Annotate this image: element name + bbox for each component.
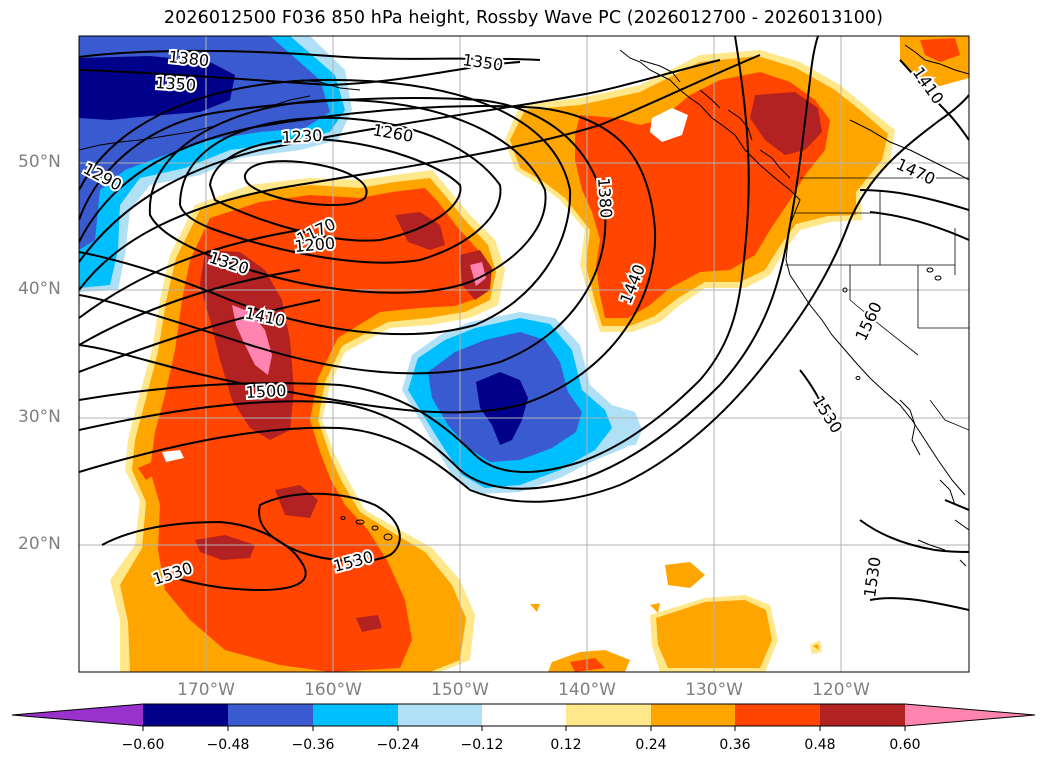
coastlines: [79, 44, 969, 567]
contour-label: 1350: [155, 73, 197, 95]
height-contours: [79, 36, 969, 611]
contour-label: 1380: [594, 177, 616, 219]
colorbar-extend-low: [12, 704, 143, 726]
colorbar-segment: [398, 704, 482, 726]
latitude-label: 50°N: [18, 152, 61, 172]
longitude-label: 130°W: [685, 680, 743, 700]
longitude-label: 170°W: [177, 680, 235, 700]
colorbar-segment: [566, 704, 651, 726]
colorbar-tick-label: −0.12: [460, 737, 504, 753]
colorbar-segment: [228, 704, 313, 726]
colorbar-segment: [143, 704, 228, 726]
colorbar-tick-label: 0.60: [889, 737, 921, 753]
contour-label: 1230: [281, 126, 323, 147]
colorbar-tick-label: 0.12: [550, 737, 582, 753]
contour-label: 1500: [245, 381, 287, 402]
plot-area: 1380 1350 1350 1230 1260 1290 1170 1200 …: [79, 36, 969, 672]
colorbar-tick-label: 0.48: [804, 737, 836, 753]
colorbar-tick-label: −0.48: [206, 737, 250, 753]
colorbar-tick-label: −0.36: [291, 737, 335, 753]
longitude-label: 160°W: [304, 680, 362, 700]
islands: [340, 267, 942, 541]
colorbar-segment: [482, 704, 566, 726]
graticule: [79, 36, 969, 672]
colorbar-segment: [651, 704, 735, 726]
longitude-label: 140°W: [558, 680, 616, 700]
contour-label: 1200: [294, 234, 336, 256]
colorbar-tick-label: −0.60: [121, 737, 165, 753]
colorbar-segment: [313, 704, 398, 726]
colorbar: [11, 703, 1036, 731]
latitude-label: 40°N: [18, 279, 61, 299]
latitude-label: 20°N: [18, 534, 61, 554]
contour-label: 1350: [461, 50, 504, 74]
longitude-label: 150°W: [431, 680, 489, 700]
contour-label: 1380: [168, 47, 210, 70]
colorbar-tick-label: −0.24: [376, 737, 420, 753]
state-borders: [785, 177, 969, 431]
longitude-label: 120°W: [812, 680, 870, 700]
map-title: 2026012500 F036 850 hPa height, Rossby W…: [163, 8, 884, 28]
latitude-label: 30°N: [18, 407, 61, 427]
colorbar-tick-label: 0.24: [635, 737, 667, 753]
plot-frame: [78, 35, 970, 673]
contour-label: 1530: [860, 556, 884, 599]
colorbar-extend-high: [905, 704, 1035, 726]
colorbar-segment: [735, 704, 820, 726]
positive-anomaly-west: [110, 170, 505, 672]
colorbar-segment: [820, 704, 905, 726]
colorbar-tick-label: 0.36: [719, 737, 751, 753]
